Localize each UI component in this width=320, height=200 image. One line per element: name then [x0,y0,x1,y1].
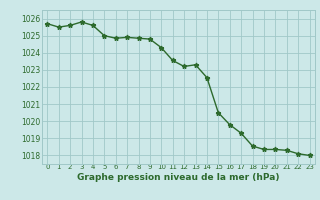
X-axis label: Graphe pression niveau de la mer (hPa): Graphe pression niveau de la mer (hPa) [77,173,280,182]
